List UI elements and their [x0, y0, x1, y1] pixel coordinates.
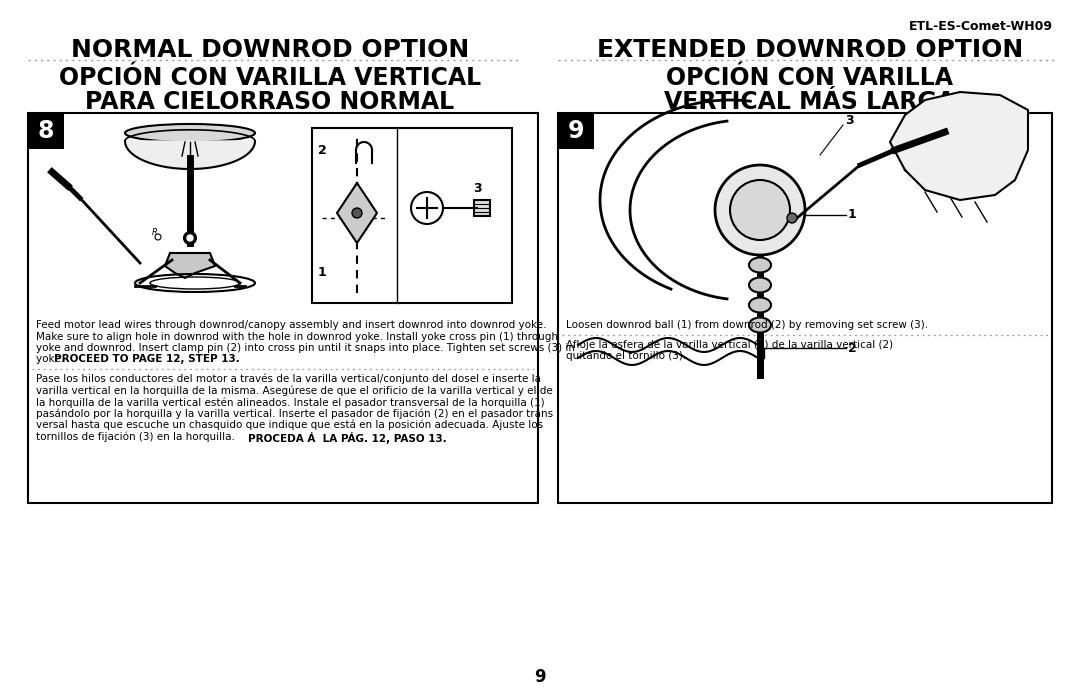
Polygon shape	[337, 183, 377, 243]
Text: Loosen downrod ball (1) from downrod (2) by removing set screw (3).: Loosen downrod ball (1) from downrod (2)…	[566, 320, 928, 330]
Bar	[474, 200, 490, 216]
Text: PROCEED TO PAGE 12, STEP 13.: PROCEED TO PAGE 12, STEP 13.	[54, 355, 240, 364]
Text: 9: 9	[535, 668, 545, 686]
Text: versal hasta que escuche un chasquido que indique que está en la posición adecua: versal hasta que escuche un chasquido qu…	[36, 420, 543, 431]
Circle shape	[352, 208, 362, 218]
Text: 9: 9	[568, 119, 584, 143]
Circle shape	[187, 235, 193, 241]
Bar	[28, 113, 538, 503]
Text: NORMAL DOWNROD OPTION: NORMAL DOWNROD OPTION	[71, 38, 469, 62]
Text: OPCIÓN CON VARILLA: OPCIÓN CON VARILLA	[666, 66, 954, 90]
Text: 3: 3	[473, 181, 482, 195]
Text: PROCEDA Á  LA PÁG. 12, PASO 13.: PROCEDA Á LA PÁG. 12, PASO 13.	[248, 431, 447, 443]
Text: 8: 8	[38, 119, 54, 143]
Bar	[28, 113, 64, 149]
Text: pasándolo por la horquilla y la varilla vertical. Inserte el pasador de fijación: pasándolo por la horquilla y la varilla …	[36, 408, 553, 419]
Circle shape	[184, 232, 195, 244]
Text: EXTENDED DOWNROD OPTION: EXTENDED DOWNROD OPTION	[597, 38, 1023, 62]
Text: 2: 2	[848, 341, 856, 355]
Text: 1: 1	[318, 267, 326, 279]
Circle shape	[730, 180, 789, 240]
Text: R: R	[152, 228, 158, 237]
Bar	[558, 113, 1052, 503]
Circle shape	[411, 192, 443, 224]
Bar	[312, 128, 512, 303]
Text: la horquilla de la varilla vertical estén alineados. Instale el pasador transver: la horquilla de la varilla vertical esté…	[36, 397, 544, 408]
Ellipse shape	[125, 124, 255, 142]
Text: Make sure to align hole in downrod with the hole in downrod yoke. Install yoke c: Make sure to align hole in downrod with …	[36, 332, 558, 341]
Ellipse shape	[750, 278, 771, 292]
Ellipse shape	[750, 258, 771, 272]
Text: ETL-ES-Comet-WH09: ETL-ES-Comet-WH09	[909, 20, 1053, 33]
Text: OPCIÓN CON VARILLA VERTICAL: OPCIÓN CON VARILLA VERTICAL	[59, 66, 481, 90]
Ellipse shape	[750, 297, 771, 313]
Bar	[558, 113, 594, 149]
Polygon shape	[165, 253, 215, 278]
Text: Afloje la esfera de la varilla vertical (1) de la varilla vertical (2): Afloje la esfera de la varilla vertical …	[566, 339, 893, 350]
Text: 2: 2	[318, 144, 326, 156]
Text: Feed motor lead wires through downrod/canopy assembly and insert downrod into do: Feed motor lead wires through downrod/ca…	[36, 320, 546, 330]
Text: varilla vertical en la horquilla de la misma. Asegúrese de que el orificio de la: varilla vertical en la horquilla de la m…	[36, 385, 553, 396]
Text: VERTICAL MÁS LARGA: VERTICAL MÁS LARGA	[664, 90, 956, 114]
Text: PARA CIELORRASO NORMAL: PARA CIELORRASO NORMAL	[85, 90, 455, 114]
Circle shape	[715, 165, 805, 255]
Polygon shape	[890, 92, 1028, 200]
Text: tornillos de fijación (3) en la horquilla.: tornillos de fijación (3) en la horquill…	[36, 431, 238, 442]
Text: quitando el tornillo (3).: quitando el tornillo (3).	[566, 351, 686, 361]
Text: yoke and downrod. Insert clamp pin (2) into cross pin until it snaps into place.: yoke and downrod. Insert clamp pin (2) i…	[36, 343, 575, 353]
Polygon shape	[125, 141, 255, 169]
Text: 3: 3	[845, 114, 853, 126]
Circle shape	[787, 213, 797, 223]
Ellipse shape	[750, 318, 771, 332]
Text: yoke.: yoke.	[36, 355, 67, 364]
Text: 1: 1	[848, 209, 856, 221]
Text: Pase los hilos conductores del motor a través de la varilla vertical/conjunto de: Pase los hilos conductores del motor a t…	[36, 374, 541, 385]
